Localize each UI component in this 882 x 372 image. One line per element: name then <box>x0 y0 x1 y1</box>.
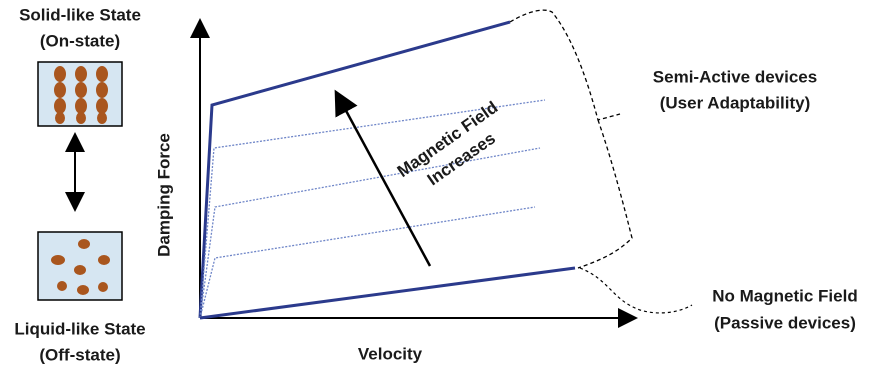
diagram: Solid-like State (On-state) Liquid-like … <box>0 0 882 372</box>
solid-title: Solid-like State <box>19 5 141 24</box>
solid-particles <box>54 66 108 124</box>
zero-field-curve <box>200 268 575 318</box>
increase-arrow <box>337 94 430 266</box>
semi-active-label: (User Adaptability) <box>660 93 811 112</box>
passive-label: No Magnetic Field <box>712 286 857 305</box>
liquid-subtitle: (Off-state) <box>39 345 120 364</box>
passive-pointer <box>580 268 692 313</box>
liquid-title: Liquid-like State <box>14 319 145 338</box>
x-axis-label: Velocity <box>358 344 423 363</box>
semi-active-label: Semi-Active devices <box>653 67 817 86</box>
passive-label: (Passive devices) <box>714 313 856 332</box>
semi-active-bracket <box>510 10 632 268</box>
field-curve <box>200 100 545 318</box>
max-field-curve <box>200 22 510 318</box>
y-axis-label: Damping Force <box>154 133 173 257</box>
field-curve <box>200 207 535 318</box>
solid-subtitle: (On-state) <box>40 31 120 50</box>
